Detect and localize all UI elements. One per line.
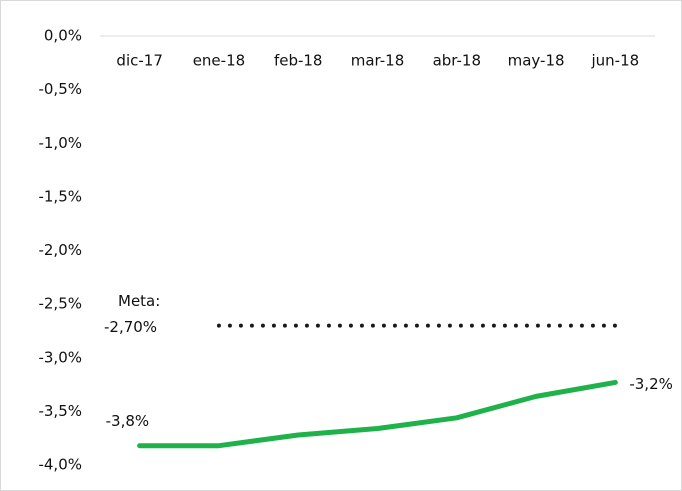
y-tick-label: -0,5% bbox=[38, 80, 82, 98]
y-tick-label: 0,0% bbox=[44, 27, 82, 45]
y-tick-label: -1,0% bbox=[38, 134, 82, 152]
y-tick-label: -1,5% bbox=[38, 187, 82, 205]
x-tick-label: may-18 bbox=[508, 52, 565, 70]
y-tick-label: -3,0% bbox=[38, 348, 82, 366]
data-label: -3,2% bbox=[629, 375, 673, 393]
y-tick-label: -4,0% bbox=[38, 456, 82, 474]
data-label: -3,8% bbox=[106, 412, 150, 430]
x-tick-label: ene-18 bbox=[193, 52, 245, 70]
x-tick-label: dic-17 bbox=[116, 52, 162, 70]
target-value-label: -2,70% bbox=[104, 318, 157, 336]
y-tick-label: -3,5% bbox=[38, 402, 82, 420]
x-tick-label: abr-18 bbox=[433, 52, 481, 70]
data-line bbox=[137, 379, 618, 449]
y-tick-label: -2,0% bbox=[38, 241, 82, 259]
x-tick-label: mar-18 bbox=[351, 52, 405, 70]
target-label: Meta: bbox=[118, 292, 160, 310]
y-tick-label: -2,5% bbox=[38, 295, 82, 313]
x-tick-label: jun-18 bbox=[591, 52, 640, 70]
x-tick-label: feb-18 bbox=[274, 52, 323, 70]
